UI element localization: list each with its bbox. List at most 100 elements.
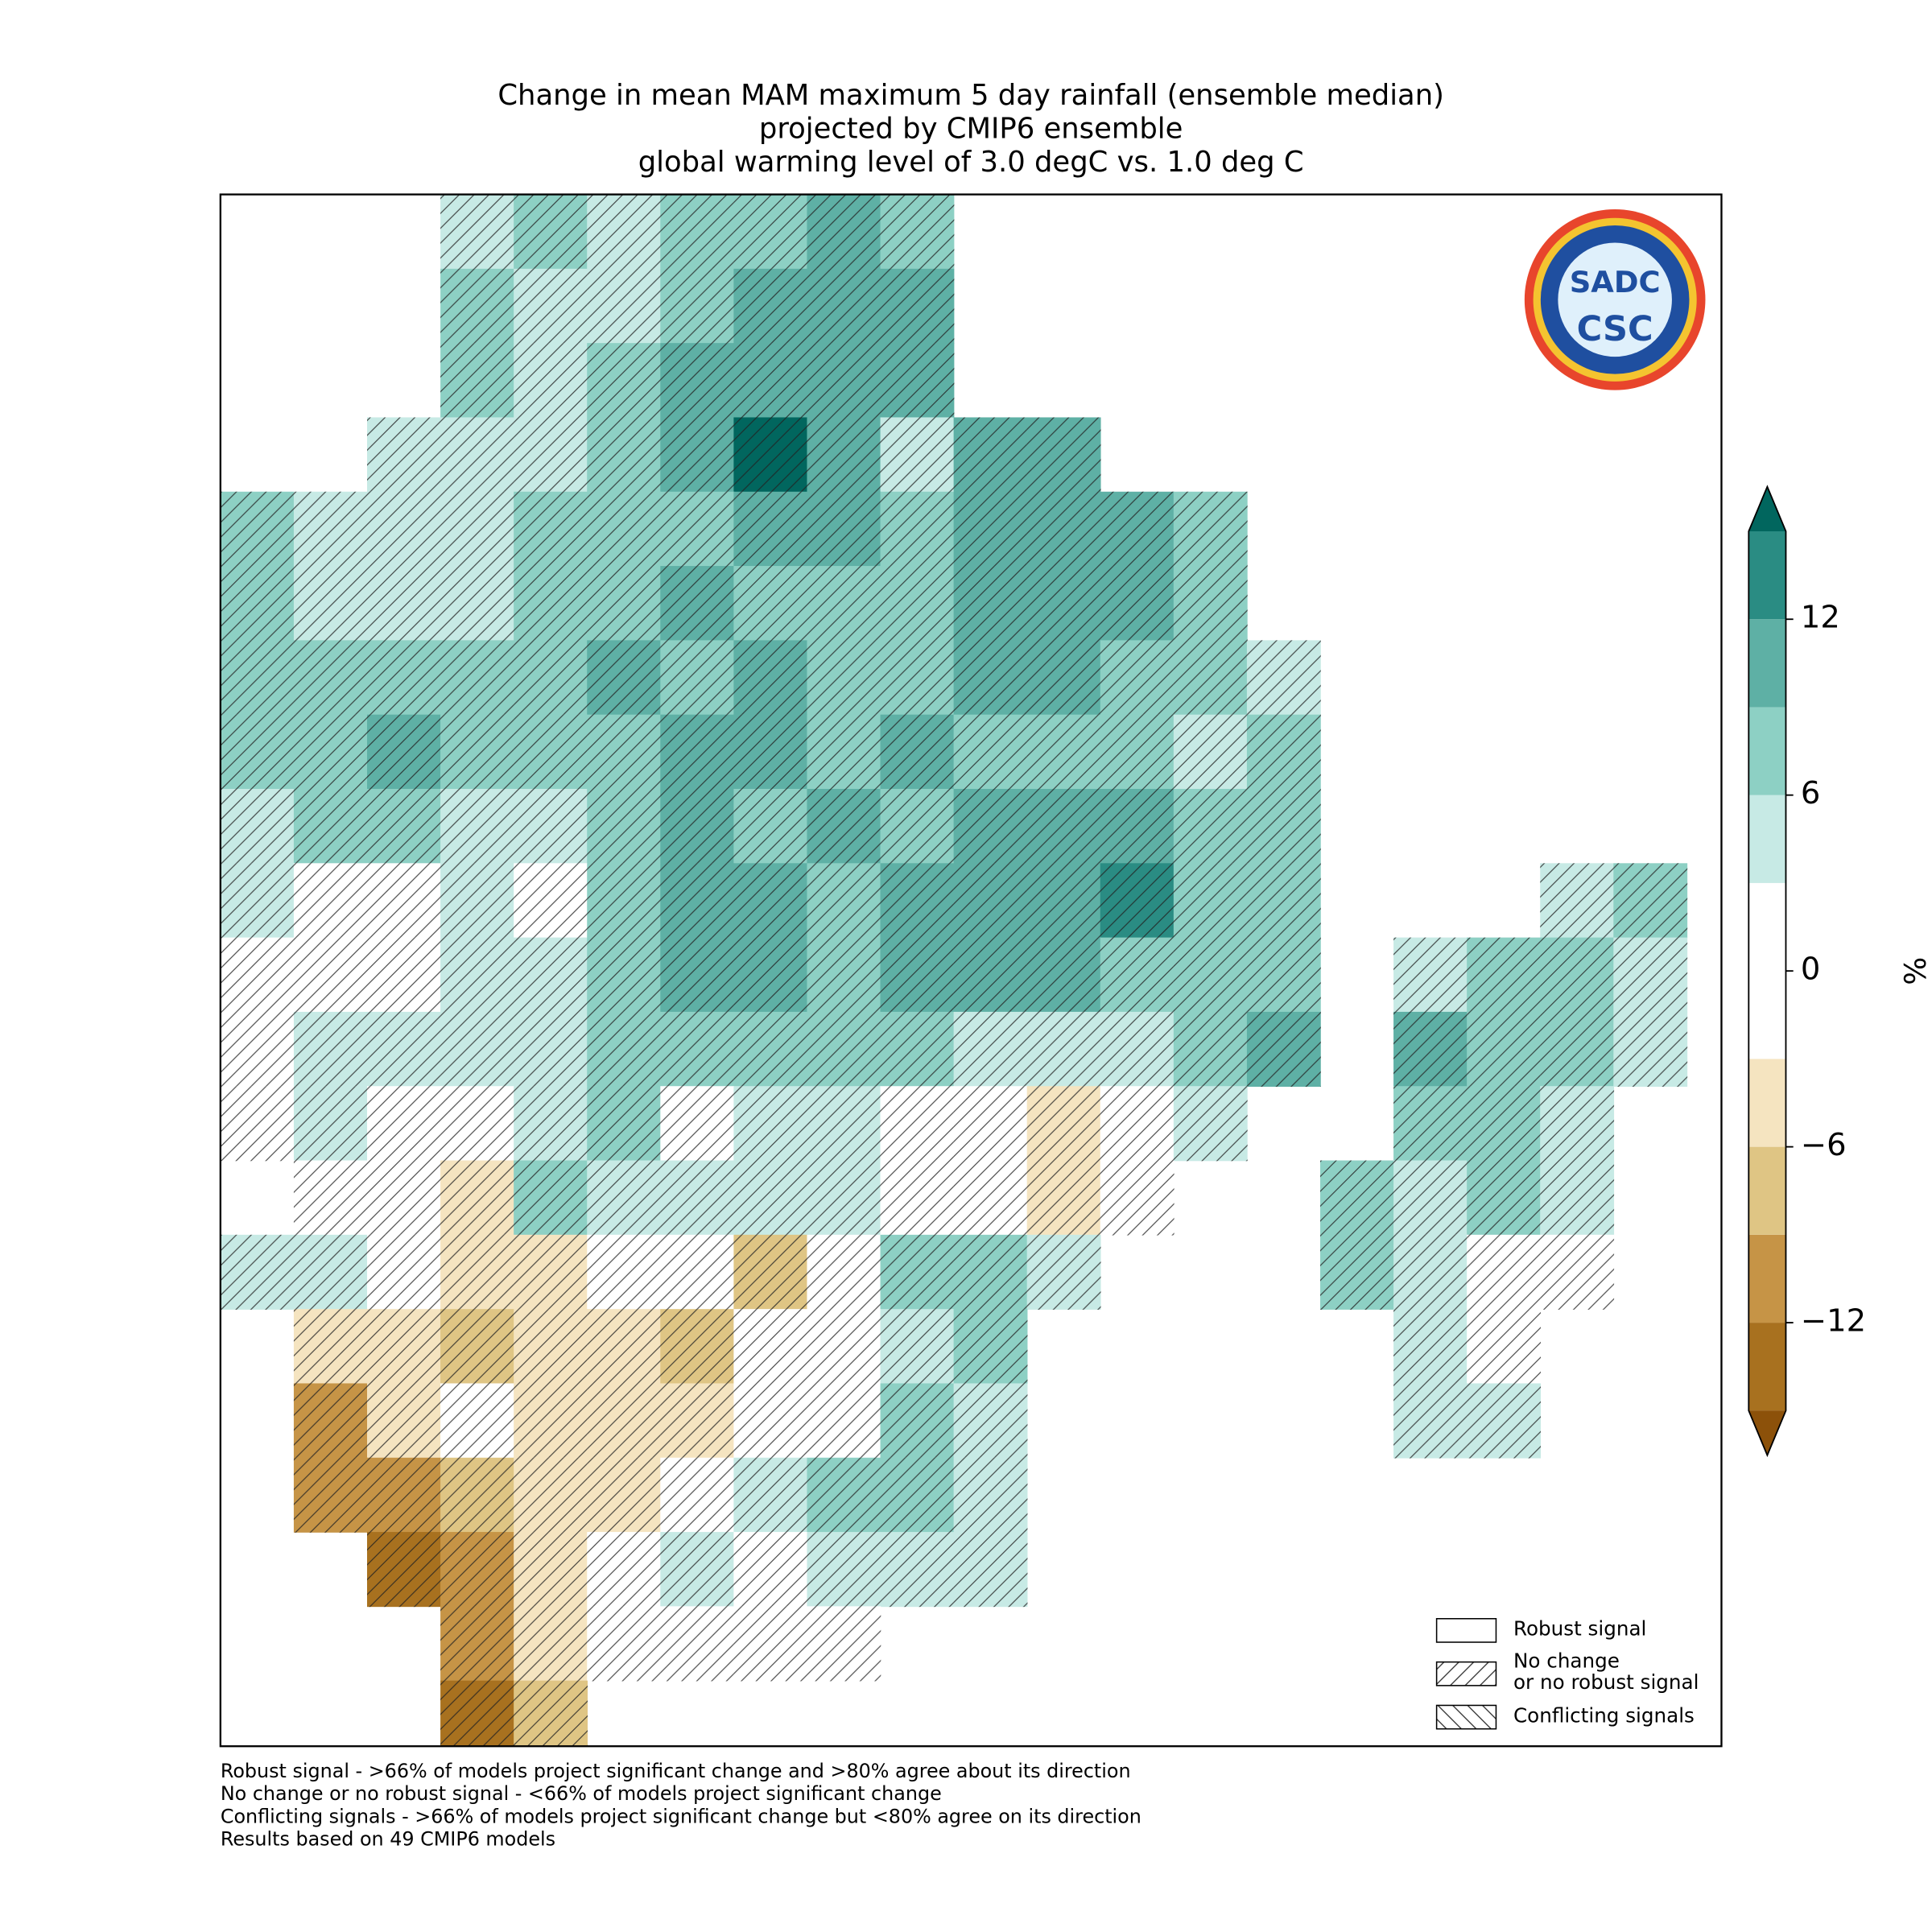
- hatch: [807, 1234, 881, 1310]
- hatch: [293, 491, 368, 567]
- hatch: [1320, 1234, 1394, 1310]
- hatch: [1613, 863, 1688, 939]
- hatch: [880, 1457, 955, 1533]
- hatch: [293, 863, 368, 939]
- hatch: [880, 789, 955, 865]
- colorbar-tick-label: −6: [1801, 1127, 1847, 1163]
- hatch: [880, 714, 955, 790]
- hatch: [514, 491, 588, 567]
- hatch: [733, 1309, 808, 1385]
- hatch: [880, 1532, 955, 1608]
- chart-title: Change in mean MAM maximum 5 day rainfal…: [497, 79, 1444, 112]
- hatch: [1026, 640, 1101, 716]
- hatch: [1246, 714, 1321, 790]
- hatch: [367, 566, 441, 642]
- hatch: [440, 1234, 514, 1310]
- hatch: [587, 1160, 662, 1236]
- hatch: [1026, 1234, 1101, 1310]
- hatch: [587, 1457, 662, 1533]
- colorbar-band: [1748, 707, 1786, 795]
- hatch: [880, 194, 955, 270]
- hatch: [367, 417, 441, 493]
- colorbar-band: [1748, 795, 1786, 883]
- hatch: [1026, 1160, 1101, 1236]
- hatch: [1100, 1011, 1174, 1087]
- hatch: [440, 566, 514, 642]
- hatch: [660, 937, 735, 1013]
- hatch: [880, 1011, 955, 1087]
- hatch: [1613, 937, 1688, 1013]
- hatch: [733, 1606, 808, 1682]
- colorbar-tick-label: 12: [1801, 600, 1840, 636]
- hatch: [1173, 789, 1248, 865]
- hatch: [1540, 1234, 1615, 1310]
- hatch: [587, 1532, 662, 1608]
- chart-title: projected by CMIP6 ensemble: [759, 113, 1183, 146]
- hatch: [1100, 863, 1174, 939]
- hatch: [733, 937, 808, 1013]
- colorbar-tick-label: 6: [1801, 775, 1820, 811]
- hatch: [733, 1234, 808, 1310]
- hatch: [880, 863, 955, 939]
- hatch: [367, 491, 441, 567]
- hatch: [220, 1011, 295, 1087]
- logo-text: SADC: [1570, 265, 1661, 299]
- hatch: [1100, 789, 1174, 865]
- legend-label: Conflicting signals: [1513, 1703, 1695, 1727]
- hatch: [367, 1160, 441, 1236]
- hatch: [587, 1309, 662, 1385]
- hatch: [1026, 491, 1101, 567]
- hatch: [293, 937, 368, 1013]
- hatch: [1026, 789, 1101, 865]
- hatch: [514, 863, 588, 939]
- hatch: [1026, 714, 1101, 790]
- hatch: [953, 566, 1028, 642]
- hatch: [1100, 714, 1174, 790]
- hatch: [807, 1457, 881, 1533]
- hatch: [367, 937, 441, 1013]
- legend-label: or no robust signal: [1513, 1670, 1699, 1694]
- hatch: [440, 268, 514, 344]
- colorbar-band: [1748, 1234, 1786, 1323]
- hatch: [660, 1309, 735, 1385]
- legend-swatch: [1435, 1661, 1497, 1686]
- hatch: [220, 863, 295, 939]
- hatch: [733, 566, 808, 642]
- hatch: [660, 1234, 735, 1310]
- hatch: [440, 1680, 514, 1747]
- hatch: [953, 1011, 1028, 1087]
- colorbar-band: [1748, 1323, 1786, 1411]
- hatch: [880, 1086, 955, 1162]
- hatch: [514, 1532, 588, 1608]
- hatch: [953, 789, 1028, 865]
- hatch: [367, 1234, 441, 1310]
- hatch: [1026, 566, 1101, 642]
- hatch: [514, 789, 588, 865]
- hatch: [440, 491, 514, 567]
- hatch: [1026, 1011, 1101, 1087]
- legend-swatch: [1435, 1704, 1497, 1730]
- hatch: [220, 714, 295, 790]
- hatch: [293, 1086, 368, 1162]
- hatch: [660, 1457, 735, 1533]
- hatch: [587, 268, 662, 344]
- hatch: [953, 714, 1028, 790]
- hatch: [1467, 937, 1541, 1013]
- hatch: [514, 1086, 588, 1162]
- hatch: [1026, 1086, 1101, 1162]
- hatch: [293, 1457, 368, 1533]
- hatch: [440, 1532, 514, 1608]
- hatch: [660, 1532, 735, 1608]
- hatch: [807, 1532, 881, 1608]
- footnote: Conflicting signals - >66% of models pro…: [221, 1805, 1141, 1827]
- hatch: [220, 789, 295, 865]
- hatch: [1320, 1160, 1394, 1236]
- legend-swatch: [1435, 1618, 1497, 1643]
- hatch: [880, 268, 955, 344]
- hatch: [953, 937, 1028, 1013]
- footnote: No change or no robust signal - <66% of …: [221, 1782, 942, 1805]
- hatch: [733, 1160, 808, 1236]
- hatch: [660, 566, 735, 642]
- hatch: [807, 566, 881, 642]
